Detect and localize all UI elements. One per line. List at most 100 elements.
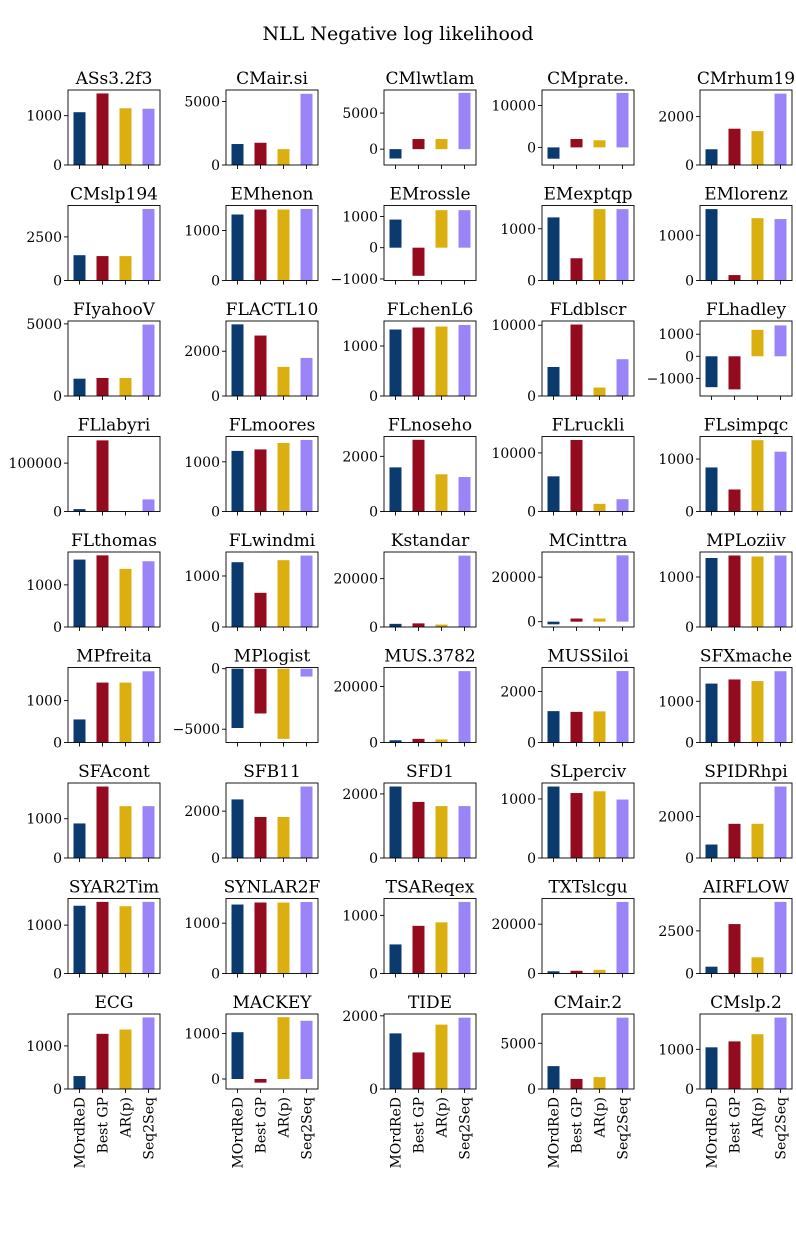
panel-cmair-2: CMair.2 0 5000 MOrdReD Best GP AR(p) Seq2Seq <box>500 993 635 1169</box>
bar-best-gp <box>412 327 425 396</box>
bar-seq2seq <box>142 1017 155 1089</box>
y-tick-label: 10000 <box>491 446 536 462</box>
panel-title: CMslp.2 <box>710 993 782 1013</box>
y-tick-label: 0 <box>211 1072 220 1088</box>
panel-title: FLdblscr <box>550 300 628 320</box>
panel-title: CMair.si <box>236 69 308 89</box>
axes-frame <box>383 667 477 743</box>
bar-mordred <box>73 559 86 627</box>
panel-title: MPlogist <box>234 647 311 667</box>
x-tick-label: Best GP <box>96 1097 112 1153</box>
bar-seq2seq <box>142 324 155 396</box>
axes-frame <box>541 1013 635 1090</box>
bar-mordred <box>705 1047 718 1089</box>
bar-seq2seq <box>300 902 313 974</box>
bar-seq2seq <box>458 806 471 858</box>
panel-mussiloi: MUSSiloi 0 2000 <box>500 647 635 752</box>
y-tick-label: 2000 <box>500 684 536 700</box>
y-tick-label: 0 <box>685 620 694 636</box>
y-tick-label: 0 <box>53 274 62 290</box>
bar-seq2seq <box>458 92 471 150</box>
panel-emexptqp: EMexptqp 0 1000 <box>500 185 635 290</box>
y-tick-label: 0 <box>685 736 694 752</box>
panel-title: CMair.2 <box>554 993 622 1013</box>
bar-best-gp <box>570 324 583 396</box>
bar-seq2seq <box>616 499 629 512</box>
panel-title: ASs3.2f3 <box>75 69 153 89</box>
y-tick-label: 1000 <box>658 452 694 468</box>
y-tick-label: 0 <box>527 736 536 752</box>
y-tick-label: 1000 <box>26 918 62 934</box>
bar-seq2seq <box>616 799 629 858</box>
panel-title: FLhadley <box>706 300 787 320</box>
bar-best-gp <box>728 555 741 627</box>
y-tick-label: −1000 <box>331 272 378 288</box>
bar-mordred <box>547 147 560 159</box>
panel-flhadley: FLhadley −1000 0 1000 <box>647 300 793 400</box>
bar-best-gp <box>728 679 741 743</box>
bar-ar-p- <box>119 377 132 396</box>
panel-title: FLlabyri <box>78 416 151 436</box>
bar-best-gp <box>96 1033 109 1089</box>
panel-ecg: ECG 0 1000 MOrdReD Best GP AR(p) Seq2Seq <box>26 993 161 1169</box>
panel-cmair-si: CMair.si 0 5000 <box>184 69 319 174</box>
panel-tide: TIDE 0 2000 MOrdReD Best GP AR(p) Seq2Seq <box>342 993 477 1169</box>
panel-fiyahoov: FIyahooV 0 5000 <box>26 300 161 405</box>
bar-best-gp <box>570 793 583 858</box>
bar-mordred <box>389 740 402 743</box>
y-tick-label: 1000 <box>500 222 536 238</box>
x-tick-label: AR(p) <box>593 1097 609 1139</box>
axes-frame <box>541 205 635 281</box>
panel-mploziiv: MPLoziiv 0 1000 <box>658 531 793 636</box>
bar-seq2seq <box>142 561 155 627</box>
bar-ar-p- <box>435 806 448 858</box>
bar-mordred <box>547 621 560 625</box>
panel-title: TSAReqex <box>386 878 475 898</box>
y-tick-label: 10000 <box>491 318 536 334</box>
y-tick-label: 1000 <box>658 694 694 710</box>
panel-title: FLwindmi <box>229 531 316 551</box>
y-tick-label: 1000 <box>26 578 62 594</box>
panel-syar2tim: SYAR2Tim 0 1000 <box>26 878 161 983</box>
bar-mordred <box>547 711 560 743</box>
bar-seq2seq <box>774 325 787 357</box>
bar-ar-p- <box>751 556 764 627</box>
bar-mordred <box>547 476 560 512</box>
bar-mordred <box>705 844 718 858</box>
panel-title: EMlorenz <box>704 185 788 205</box>
bar-best-gp <box>254 209 267 281</box>
panel-emlorenz: EMlorenz 0 1000 <box>658 185 793 290</box>
y-tick-label: 0 <box>369 241 378 257</box>
bar-ar-p- <box>277 209 290 281</box>
bar-seq2seq <box>616 1017 629 1089</box>
bar-ar-p- <box>593 711 606 743</box>
panel-flwindmi: FLwindmi 0 1000 <box>184 531 319 636</box>
bar-ar-p- <box>119 906 132 974</box>
y-tick-label: 0 <box>527 274 536 290</box>
panel-title: FLruckli <box>552 416 625 436</box>
bar-ar-p- <box>751 681 764 743</box>
y-tick-label: 1000 <box>184 916 220 932</box>
panel-title: ECG <box>95 993 134 1013</box>
bar-ar-p- <box>593 140 606 148</box>
bar-seq2seq <box>300 668 313 677</box>
axes-frame <box>225 205 319 281</box>
bar-ar-p- <box>593 1077 606 1089</box>
panel-title: SFB11 <box>243 762 301 782</box>
bar-mordred <box>705 356 718 388</box>
y-tick-label: 0 <box>369 851 378 867</box>
panel-sfxmache: SFXmache 0 1000 <box>658 647 793 752</box>
bar-seq2seq <box>300 786 313 858</box>
y-tick-label: 0 <box>53 505 62 521</box>
bar-ar-p- <box>119 108 132 165</box>
bar-seq2seq <box>616 555 629 622</box>
panel-emrossle: EMrossle −1000 0 1000 <box>331 185 477 288</box>
bar-best-gp <box>728 823 741 858</box>
y-tick-label: 0 <box>685 505 694 521</box>
bar-seq2seq <box>774 451 787 512</box>
bar-seq2seq <box>616 92 629 148</box>
bar-mordred <box>73 823 86 858</box>
y-tick-label: 0 <box>527 1082 536 1098</box>
panel-mpfreita: MPfreita 0 1000 <box>26 647 161 752</box>
y-tick-label: 2000 <box>184 344 220 360</box>
